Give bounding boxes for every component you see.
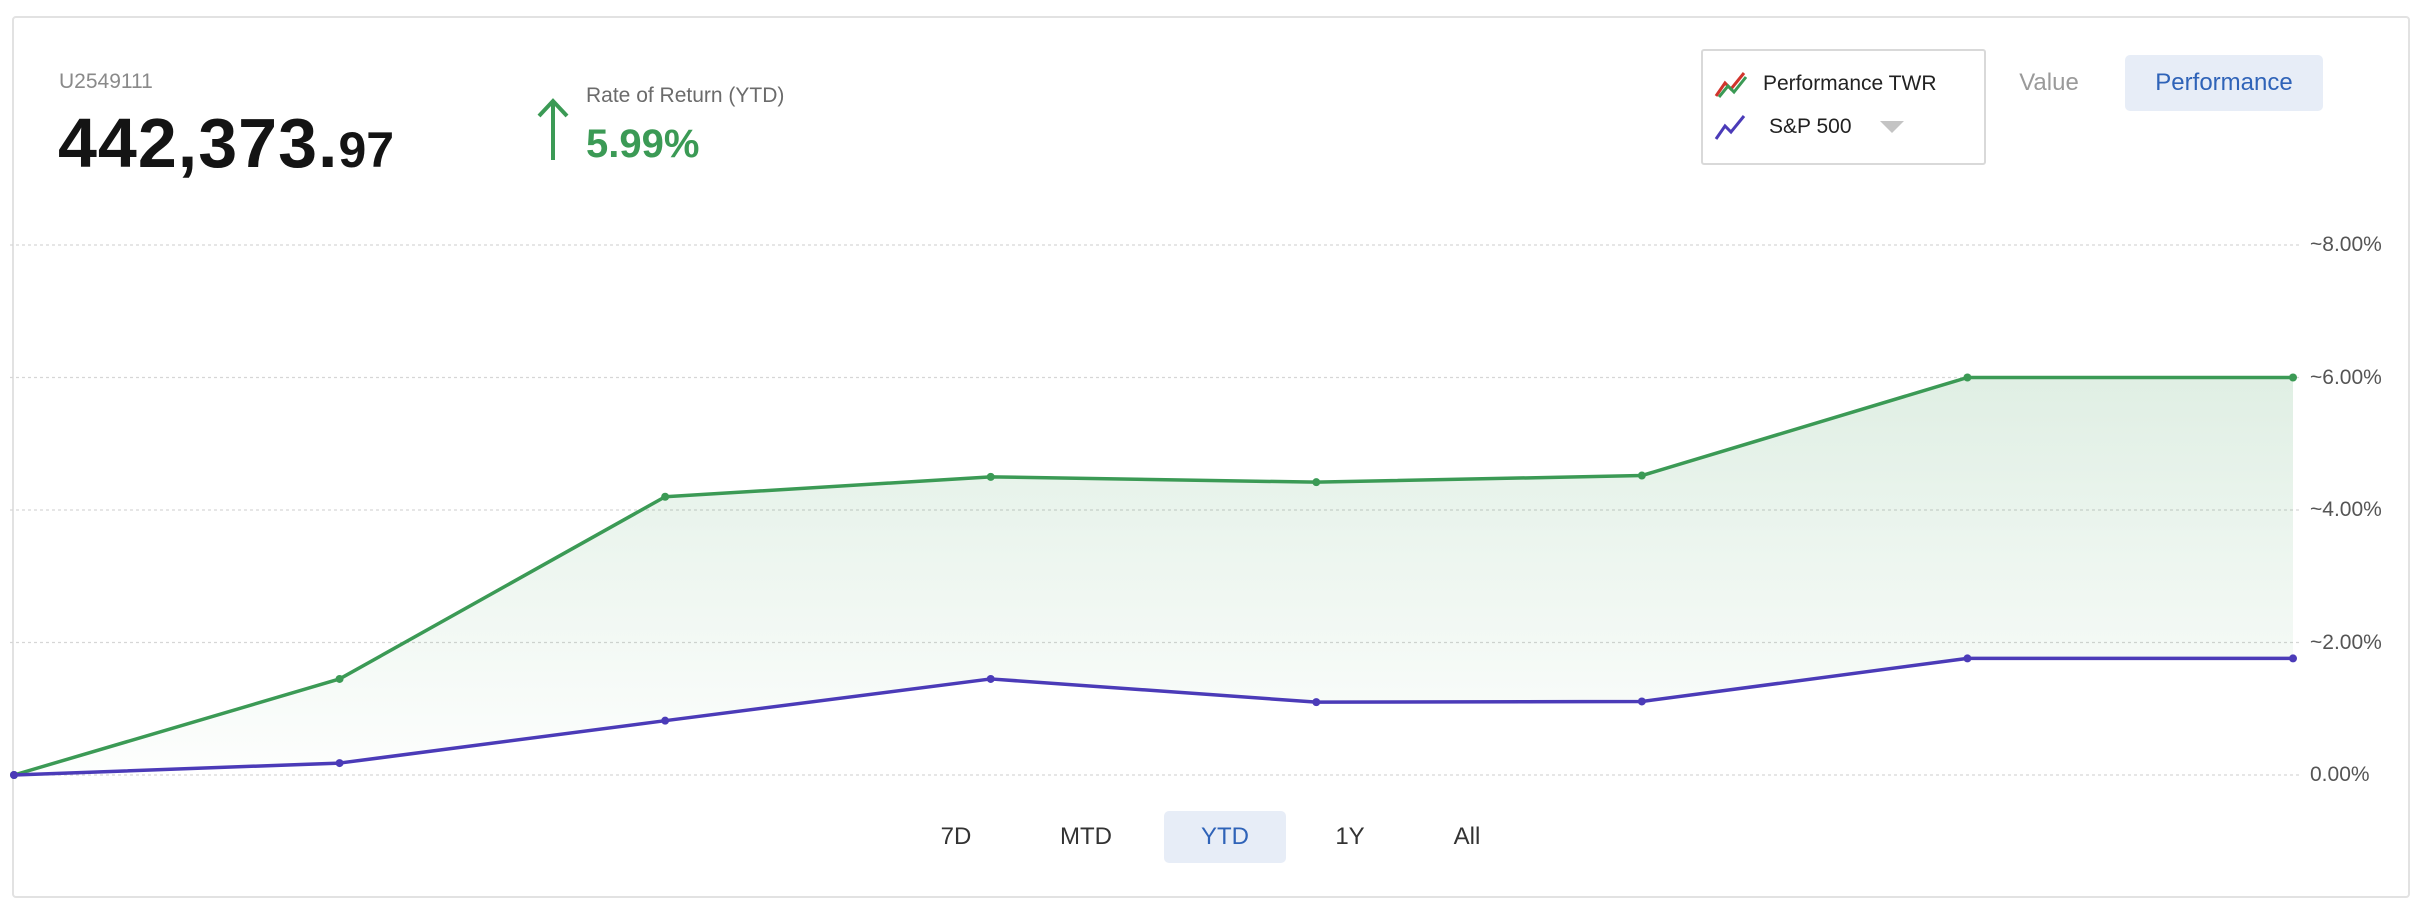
data-point[interactable]	[2289, 654, 2297, 663]
chevron-down-icon[interactable]	[1879, 121, 1904, 133]
legend-item-performance-twr[interactable]: Performance TWR	[1713, 69, 1937, 99]
range-all-button[interactable]: All	[1453, 823, 1481, 850]
series-legend[interactable]: Performance TWR S&P 500	[1701, 49, 1986, 165]
account-balance: 442,373.97	[58, 103, 394, 183]
y-tick-label: ~4.00%	[2310, 498, 2382, 521]
area-fill-0	[14, 377, 2293, 775]
range-1y-button[interactable]: 1Y	[1335, 823, 1365, 850]
performance-toggle-button[interactable]: Performance	[2125, 55, 2323, 111]
data-point[interactable]	[1312, 698, 1321, 707]
data-point[interactable]	[986, 472, 995, 481]
data-point[interactable]	[1312, 478, 1321, 487]
data-point[interactable]	[335, 759, 344, 768]
y-tick-label: ~8.00%	[2310, 233, 2382, 256]
y-tick-label: ~2.00%	[2310, 630, 2382, 654]
legend-label-performance-twr: Performance TWR	[1763, 72, 1937, 95]
legend-item-sp500[interactable]: S&P 500	[1713, 112, 1904, 142]
y-tick-label: 0.00%	[2310, 763, 2370, 786]
data-point[interactable]	[661, 492, 670, 501]
data-point[interactable]	[335, 674, 344, 683]
data-point[interactable]	[10, 771, 18, 779]
rate-of-return-value: 5.99%	[586, 122, 700, 166]
rate-of-return-label: Rate of Return (YTD)	[586, 84, 785, 107]
account-id: U2549111	[59, 70, 153, 93]
data-point[interactable]	[661, 716, 670, 725]
balance-decimals: 97	[338, 122, 395, 178]
data-point[interactable]	[1963, 373, 1972, 382]
value-toggle-button[interactable]: Value	[2019, 69, 2079, 96]
data-point[interactable]	[986, 674, 995, 683]
range-ytd-button[interactable]: YTD	[1164, 811, 1286, 863]
balance-integer: 442,373.	[58, 104, 339, 182]
range-mtd-button[interactable]: MTD	[1060, 823, 1112, 850]
data-point[interactable]	[1637, 471, 1646, 480]
trend-line-icon	[1714, 115, 1746, 140]
data-point[interactable]	[1963, 654, 1972, 663]
series-line-performance-twr	[13, 375, 2293, 777]
trend-line-icon	[1714, 72, 1747, 98]
series-line-sp500	[13, 656, 2293, 777]
range-7d-button[interactable]: 7D	[940, 823, 972, 850]
data-point[interactable]	[2289, 373, 2297, 382]
y-tick-label: ~6.00%	[2310, 365, 2382, 389]
legend-label-sp500: S&P 500	[1769, 115, 1852, 138]
up-arrow-icon	[537, 98, 569, 160]
data-point[interactable]	[1637, 697, 1646, 706]
